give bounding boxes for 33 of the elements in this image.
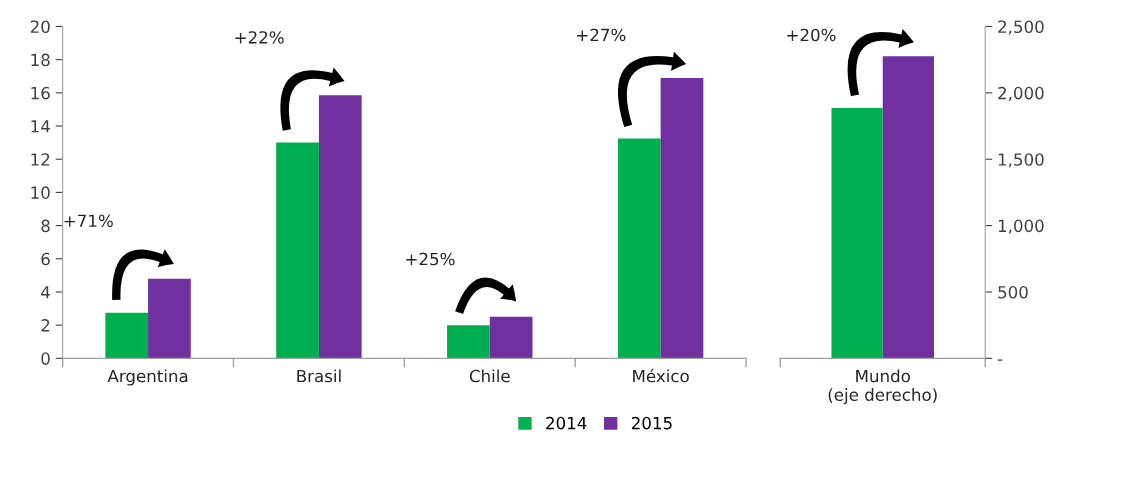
x-tick-label: Chile	[469, 369, 510, 383]
x-tick-label: México	[633, 368, 689, 383]
y-tick-label: 14	[31, 120, 50, 133]
y-tick-label: 0	[41, 352, 50, 365]
annotation: +25%	[406, 252, 455, 266]
y-tick-label: 1,500	[998, 153, 1044, 168]
y-tick-label: 10	[31, 186, 50, 199]
bar	[617, 138, 661, 359]
annotation: +20%	[787, 28, 836, 42]
y-tick-label: 6	[41, 252, 50, 266]
y-tick-label: 16	[31, 86, 50, 100]
y-tick-label: 18	[31, 53, 50, 67]
y-tick-label: 2	[41, 319, 50, 332]
annotation: +27%	[577, 28, 626, 42]
y-tick-label: 500	[998, 285, 1028, 299]
bar	[105, 312, 149, 359]
y-tick-label: 1,000	[998, 219, 1044, 234]
legend-label: 2014	[546, 416, 587, 430]
x-tick-label: Argentina	[107, 369, 188, 386]
y-tick-label: 4	[41, 286, 50, 299]
x-tick-label: Brasil	[297, 369, 341, 383]
bar	[276, 142, 319, 359]
annotation: +22%	[235, 31, 284, 44]
bar	[447, 325, 490, 359]
y-tick-label: 2,500	[998, 20, 1044, 35]
y-tick-label: 8	[41, 219, 50, 233]
legend-label: 2015	[631, 416, 672, 430]
y-tick-label: -	[997, 359, 1003, 361]
y-tick-label: 20	[30, 20, 50, 34]
y-tick-label: 2,000	[998, 86, 1044, 102]
y-tick-label: 12	[31, 153, 50, 166]
x-tick-label: Mundo (eje derecho)	[828, 369, 937, 405]
annotation: +71%	[64, 214, 113, 228]
